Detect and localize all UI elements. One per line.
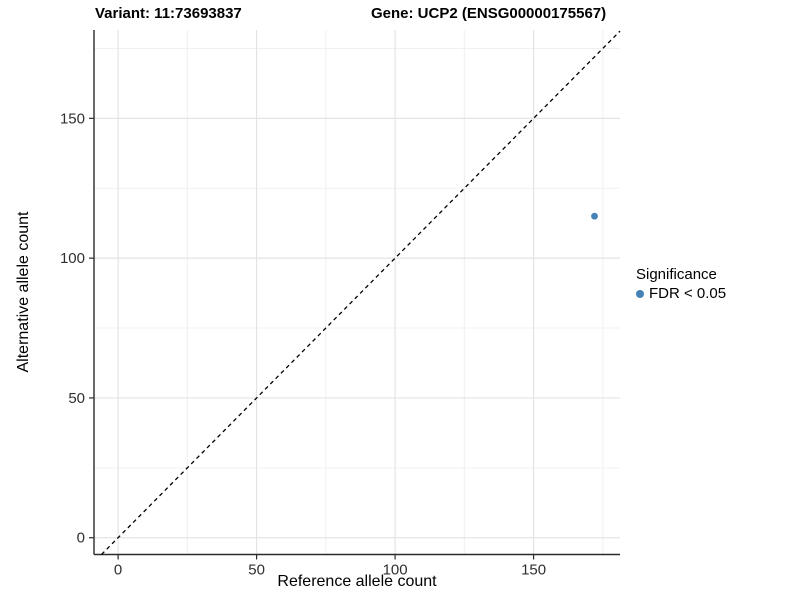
x-axis-tick-label: 100 — [383, 562, 408, 579]
y-axis-tick-label: 0 — [77, 530, 85, 547]
x-axis-tick-label: 50 — [248, 562, 265, 579]
y-axis-tick-label: 50 — [68, 390, 85, 407]
legend-title: Significance — [636, 266, 717, 283]
x-axis-tick-label: 150 — [521, 562, 546, 579]
legend-point-swatch — [636, 289, 644, 298]
plot-title-variant: Variant: 11:73693837 — [95, 5, 242, 22]
y-axis-tick-label: 100 — [60, 250, 85, 267]
legend: Significance FDR < 0.05 — [636, 266, 726, 302]
x-axis-tick-label: 0 — [114, 562, 122, 579]
plot-title-gene: Gene: UCP2 (ENSG00000175567) — [371, 5, 607, 22]
y-axis-title: Alternative allele count — [15, 211, 32, 373]
legend-entry: FDR < 0.05 — [636, 285, 726, 302]
x-axis-title: Reference allele count — [277, 573, 437, 590]
identity-line — [101, 30, 621, 555]
y-axis-tick-label: 150 — [60, 110, 85, 127]
data-point — [591, 212, 598, 220]
legend-entry-label: FDR < 0.05 — [649, 285, 727, 302]
